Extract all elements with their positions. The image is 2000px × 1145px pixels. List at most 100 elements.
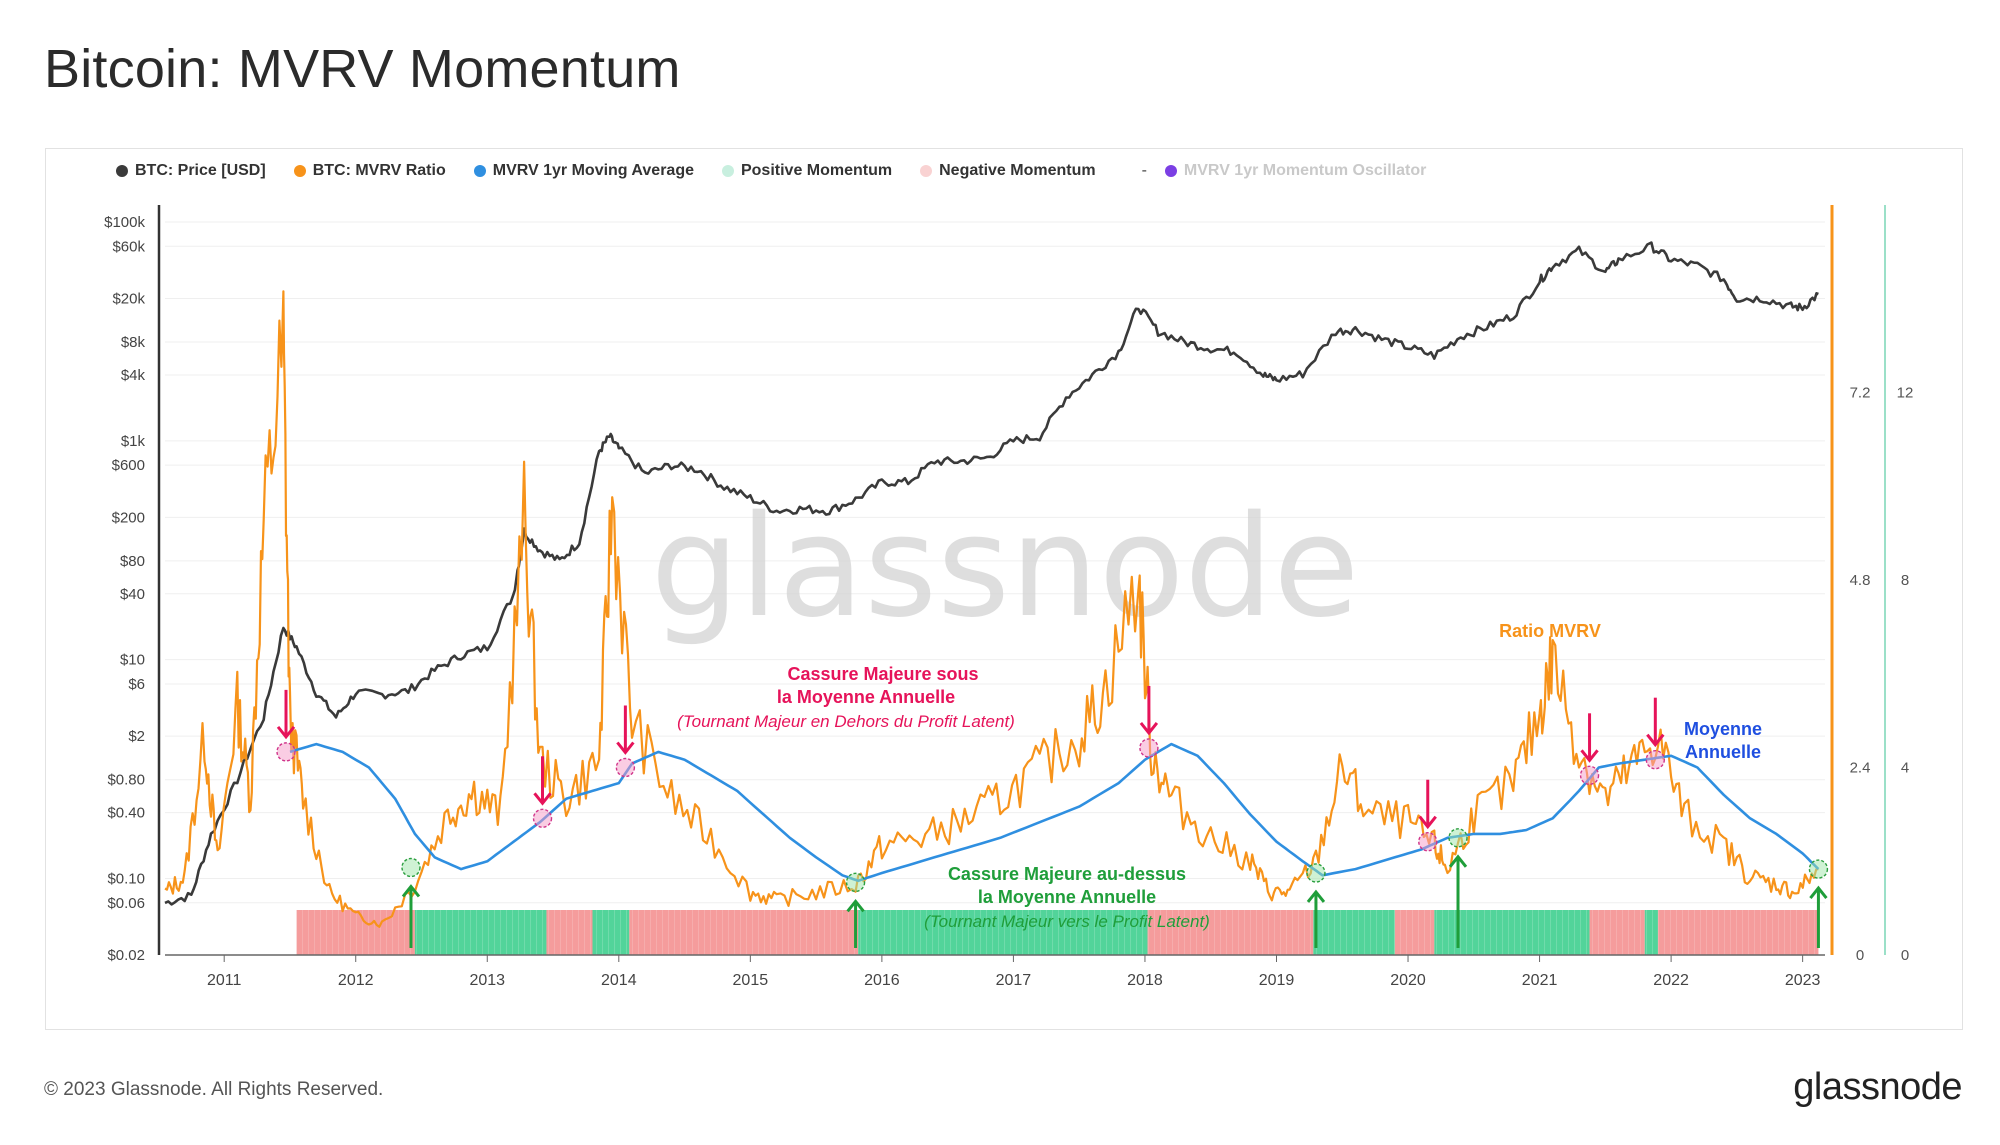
watermark: glassnode [651,486,1360,649]
price-tick-label: $0.10 [107,871,145,888]
crossing-marker-bear [276,742,296,762]
axes: $100k$60k$20k$8k$4k$1k$600$200$80$40$10$… [104,205,1913,989]
page-title: Bitcoin: MVRV Momentum [44,39,681,99]
crossing-marker-bull [1306,863,1326,883]
bull-annotation-title-1: Cassure Majeure au-dessus [948,864,1186,884]
momentum-band-positive [592,910,630,955]
x-tick-label: 2017 [996,972,1032,989]
price-tick-label: $0.02 [107,947,145,964]
bull-arrow-head [1306,889,1326,903]
momentum-band-negative [629,910,859,955]
bull-arrow-head [1448,854,1468,868]
legend-label: MVRV 1yr Moving Average [492,162,694,179]
price-tick-label: $0.80 [107,772,145,789]
legend-item-mvrv[interactable]: BTC: MVRV Ratio [293,162,446,180]
crossing-marker-bull [1448,828,1468,848]
momentum-band-negative [1394,910,1435,955]
bear-arrow-head [276,725,296,740]
legend-item-negative[interactable]: Negative Momentum [920,162,1096,180]
price-tick-label: $40 [120,586,145,603]
bull-annotation-title-2: la Moyenne Annuelle [978,887,1156,907]
bear-arrow-head [1646,733,1665,748]
mvrv-series-label: Ratio MVRV [1499,621,1601,641]
legend-item-positive[interactable]: Positive Momentum [721,162,893,180]
mvrv-tick-label: 7.2 [1850,385,1871,402]
price-tick-label: $0.06 [107,895,145,912]
price-tick-label: $600 [112,457,145,474]
crossing-marker-bear [532,808,553,828]
crossing-marker-bear [1579,765,1600,786]
crossing-marker-bull [1808,859,1829,879]
legend-separator: - [1141,162,1147,179]
bull-annotation-subtitle: (Tournant Majeur vers le Profit Latent) [924,912,1210,931]
legend-label: BTC: Price [USD] [135,162,266,179]
price-tick-label: $20k [112,290,145,307]
legend-label: Positive Momentum [740,162,893,179]
momentum-band-positive [1434,910,1459,955]
chart-frame [45,148,1963,1030]
legend-item-price[interactable]: BTC: Price [USD] [116,162,266,180]
bull-arrow-head [846,898,865,913]
momentum-band-negative [1147,910,1314,955]
bear-arrow-head [616,741,635,755]
price-tick-label: $4k [121,367,146,384]
annotations: Cassure Majeure sous la Moyenne Annuelle… [677,621,1762,931]
bear-annotation-title-1: Cassure Majeure sous [787,664,978,684]
price-tick-label: $10 [120,652,145,669]
x-tick-label: 2011 [207,972,242,989]
price-tick-label: $80 [120,553,145,570]
mvrv-series-line [164,290,1819,928]
brand-logo[interactable]: glassnode [1793,1066,1962,1108]
price-tick-label: $6 [128,676,145,693]
price-tick-label: $200 [112,509,145,526]
crossing-marker-bear [1418,832,1438,852]
x-tick-label: 2014 [601,972,637,989]
bear-arrow-head [1418,815,1437,830]
legend-label: BTC: MVRV Ratio [312,162,446,179]
x-tick-label: 2013 [469,972,505,989]
x-tick-label: 2018 [1127,972,1163,989]
copyright-footer: © 2023 Glassnode. All Rights Reserved. [44,1079,384,1100]
bear-arrow-head [533,792,552,806]
x-tick-label: 2015 [733,972,769,989]
crossing-marker-bear [1139,738,1159,758]
mvrv-tick-label: 0 [1856,947,1864,964]
price-tick-label: $8k [121,334,146,351]
bull-arrow-head [401,884,421,898]
bear-arrow-head [1580,749,1599,763]
x-tick-label: 2022 [1653,972,1689,989]
crossing-marker-bull [845,872,866,893]
legend-price-icon [116,165,128,177]
oscillator-tick-label: 8 [1901,572,1909,589]
bull-arrow-head [1809,885,1828,900]
legend-item-oscillator[interactable]: MVRV 1yr Momentum Oscillator [1164,162,1427,180]
price-series-line [164,241,1819,906]
legend-positive-icon [721,165,734,177]
legend-item-ma[interactable]: MVRV 1yr Moving Average [473,162,694,180]
crossing-marker-bear [1645,749,1666,770]
legend-mvrv-icon [293,165,306,177]
momentum-band-positive [1644,910,1658,955]
momentum-bands [296,910,1819,955]
price-tick-label: $1k [121,433,146,450]
x-tick-label: 2016 [864,972,900,989]
crossing-marker-bear [615,757,636,778]
grid-lines [165,221,1825,956]
momentum-band-positive [858,910,1148,955]
oscillator-tick-label: 12 [1897,385,1914,402]
legend-negative-icon [920,165,933,177]
x-tick-label: 2020 [1390,972,1426,989]
x-tick-label: 2021 [1522,972,1558,989]
legend-oscillator-icon [1164,165,1177,177]
momentum-band-negative [1589,910,1645,955]
bear-annotation-subtitle: (Tournant Majeur en Dehors du Profit Lat… [677,712,1015,731]
momentum-band-positive [414,910,547,955]
price-tick-label: $100k [104,214,145,231]
legend-label: MVRV 1yr Momentum Oscillator [1183,162,1427,179]
momentum-band-negative [1657,910,1819,955]
bear-arrow-head [1139,722,1159,736]
x-tick-label: 2019 [1259,972,1295,989]
x-tick-label: 2012 [338,972,374,989]
legend-ma-icon [473,165,486,177]
